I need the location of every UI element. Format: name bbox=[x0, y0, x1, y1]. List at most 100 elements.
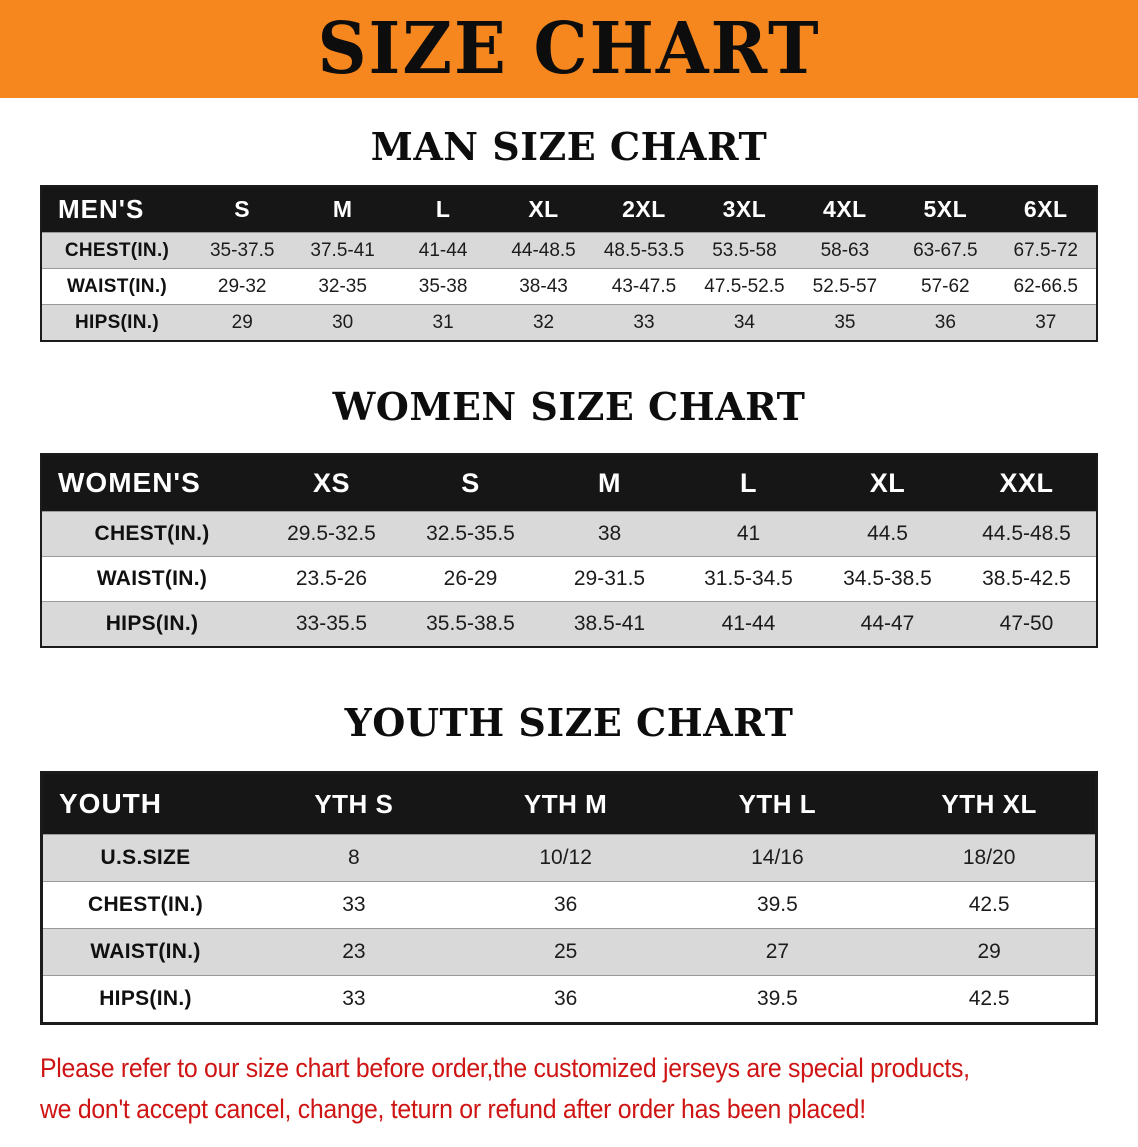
table-cell: 33-35.5 bbox=[295, 612, 368, 635]
table-cell: 52.5-57 bbox=[812, 275, 878, 297]
mens-corner-label: MEN'S bbox=[58, 194, 145, 224]
table-cell: 37 bbox=[1035, 311, 1057, 333]
table-row: CHEST(IN.) 35-37.5 37.5-41 41-44 44-48.5 48.5… bbox=[42, 232, 1096, 268]
table-row: WAIST(IN.) 23 25 27 29 bbox=[43, 928, 1095, 975]
row-label: U.S.SIZE bbox=[100, 846, 191, 869]
table-cell: 29.5-32.5 bbox=[287, 522, 376, 545]
womens-table-header-row: WOMEN'S XS S M L XL XXL bbox=[42, 455, 1096, 511]
table-cell: 43-47.5 bbox=[611, 275, 677, 297]
row-label: WAIST(IN.) bbox=[90, 940, 201, 963]
table-cell: 67.5-72 bbox=[1013, 239, 1078, 261]
table-cell: 44.5 bbox=[867, 522, 908, 545]
youth-corner-label: YOUTH bbox=[59, 788, 162, 819]
column-header: L bbox=[740, 467, 757, 498]
row-label: WAIST(IN.) bbox=[66, 275, 168, 297]
table-row: HIPS(IN.) 33-35.5 35.5-38.5 38.5-41 41-44 44-… bbox=[42, 601, 1096, 646]
womens-size-chart-section: WOMEN SIZE CHART WOMEN'S XS S M L XL XXL CHEST(I… bbox=[0, 384, 1138, 648]
table-row: U.S.SIZE 8 10/12 14/16 18/20 bbox=[43, 834, 1095, 881]
table-cell: 29-32 bbox=[217, 275, 267, 297]
column-header: 3XL bbox=[722, 196, 767, 222]
column-header: 6XL bbox=[1023, 196, 1068, 222]
table-cell: 34.5-38.5 bbox=[843, 567, 932, 590]
table-cell: 33 bbox=[342, 893, 366, 916]
table-cell: 32.5-35.5 bbox=[426, 522, 515, 545]
table-cell: 29-31.5 bbox=[573, 567, 646, 590]
column-header: 2XL bbox=[622, 196, 666, 222]
column-header: YTH S bbox=[314, 788, 394, 819]
page-title: SIZE CHART bbox=[317, 7, 821, 91]
table-cell: 8 bbox=[348, 846, 360, 869]
column-header: M bbox=[598, 467, 621, 498]
table-cell: 32 bbox=[532, 311, 555, 333]
table-cell: 18/20 bbox=[962, 846, 1016, 869]
column-header: S bbox=[234, 196, 251, 222]
table-cell: 23 bbox=[342, 940, 366, 963]
table-cell: 33 bbox=[633, 311, 655, 333]
mens-table-header-row: MEN'S S M L XL 2XL 3XL 4XL 5XL 6XL bbox=[42, 187, 1096, 232]
table-cell: 35 bbox=[834, 311, 856, 333]
table-cell: 27 bbox=[765, 940, 790, 963]
column-header: M bbox=[332, 196, 353, 222]
table-cell: 33 bbox=[342, 987, 366, 1010]
row-label: HIPS(IN.) bbox=[105, 612, 199, 635]
column-header: 4XL bbox=[823, 196, 867, 222]
table-cell: 44-47 bbox=[860, 612, 915, 635]
table-cell: 30 bbox=[332, 311, 354, 333]
table-cell: 41 bbox=[736, 522, 761, 545]
table-cell: 41-44 bbox=[418, 239, 468, 261]
table-cell: 47-50 bbox=[999, 612, 1054, 635]
womens-section-title: WOMEN SIZE CHART bbox=[332, 384, 806, 429]
table-row: WAIST(IN.) 23.5-26 26-29 29-31.5 31.5-34.5 34… bbox=[42, 556, 1096, 601]
table-cell: 14/16 bbox=[751, 846, 804, 869]
table-cell: 25 bbox=[553, 940, 578, 963]
table-cell: 35.5-38.5 bbox=[426, 612, 515, 635]
mens-table: MEN'S S M L XL 2XL 3XL 4XL 5XL 6XL CHEST(IN.) 35-37… bbox=[40, 185, 1098, 342]
youth-section-title: YOUTH SIZE CHART bbox=[344, 700, 794, 745]
mens-section-title: MAN SIZE CHART bbox=[370, 124, 768, 169]
column-header: YTH M bbox=[523, 788, 608, 819]
table-cell: 48.5-53.5 bbox=[603, 239, 685, 261]
table-cell: 38.5-42.5 bbox=[982, 567, 1071, 590]
table-cell: 44-48.5 bbox=[511, 239, 576, 261]
table-cell: 38-43 bbox=[519, 275, 568, 297]
size-chart-banner: SIZE CHART bbox=[0, 0, 1138, 98]
table-cell: 38 bbox=[597, 522, 622, 545]
row-label: HIPS(IN.) bbox=[75, 311, 159, 333]
youth-table-header-row: YOUTH YTH S YTH M YTH L YTH XL bbox=[43, 774, 1095, 834]
table-cell: 32-35 bbox=[318, 275, 367, 297]
column-header: L bbox=[435, 196, 451, 222]
table-cell: 58-63 bbox=[820, 239, 870, 261]
table-cell: 29 bbox=[977, 940, 1001, 963]
table-cell: 23.5-26 bbox=[295, 567, 368, 590]
table-cell: 39.5 bbox=[756, 987, 798, 1010]
column-header: XL bbox=[869, 467, 906, 498]
table-cell: 36 bbox=[934, 311, 956, 333]
table-row: HIPS(IN.) 33 36 39.5 42.5 bbox=[43, 975, 1095, 1022]
mens-size-chart-section: MAN SIZE CHART MEN'S S M L XL 2XL 3XL 4XL 5XL 6XL C… bbox=[0, 124, 1138, 342]
table-cell: 37.5-41 bbox=[310, 239, 375, 261]
table-cell: 44.5-48.5 bbox=[982, 522, 1071, 545]
table-row: WAIST(IN.) 29-32 32-35 35-38 38-43 43-47.5 47.… bbox=[42, 268, 1096, 304]
table-cell: 34 bbox=[733, 311, 755, 333]
table-cell: 62-66.5 bbox=[1013, 275, 1078, 297]
row-label: WAIST(IN.) bbox=[96, 567, 208, 590]
row-label: CHEST(IN.) bbox=[94, 522, 210, 545]
column-header: YTH XL bbox=[941, 788, 1037, 819]
table-cell: 10/12 bbox=[539, 846, 592, 869]
table-row: CHEST(IN.) 33 36 39.5 42.5 bbox=[43, 881, 1095, 928]
table-row: CHEST(IN.) 29.5-32.5 32.5-35.5 38 41 44.5 44.5… bbox=[42, 511, 1096, 556]
table-cell: 42.5 bbox=[968, 893, 1010, 916]
table-cell: 36 bbox=[553, 987, 578, 1010]
column-header: XL bbox=[528, 196, 559, 222]
womens-corner-label: WOMEN'S bbox=[58, 467, 201, 498]
table-cell: 29 bbox=[231, 311, 253, 333]
order-notice: Please refer to our size chart before or… bbox=[40, 1053, 1098, 1125]
column-header: S bbox=[461, 467, 480, 498]
table-cell: 35-38 bbox=[418, 275, 468, 297]
row-label: CHEST(IN.) bbox=[88, 893, 203, 916]
table-cell: 47.5-52.5 bbox=[704, 275, 785, 297]
womens-table: WOMEN'S XS S M L XL XXL CHEST(IN.) 29.5-32.5 32.5… bbox=[40, 453, 1098, 648]
table-cell: 38.5-41 bbox=[573, 612, 646, 635]
notice-line-2: we don't accept cancel, change, teturn o… bbox=[40, 1094, 866, 1124]
table-cell: 36 bbox=[553, 893, 578, 916]
